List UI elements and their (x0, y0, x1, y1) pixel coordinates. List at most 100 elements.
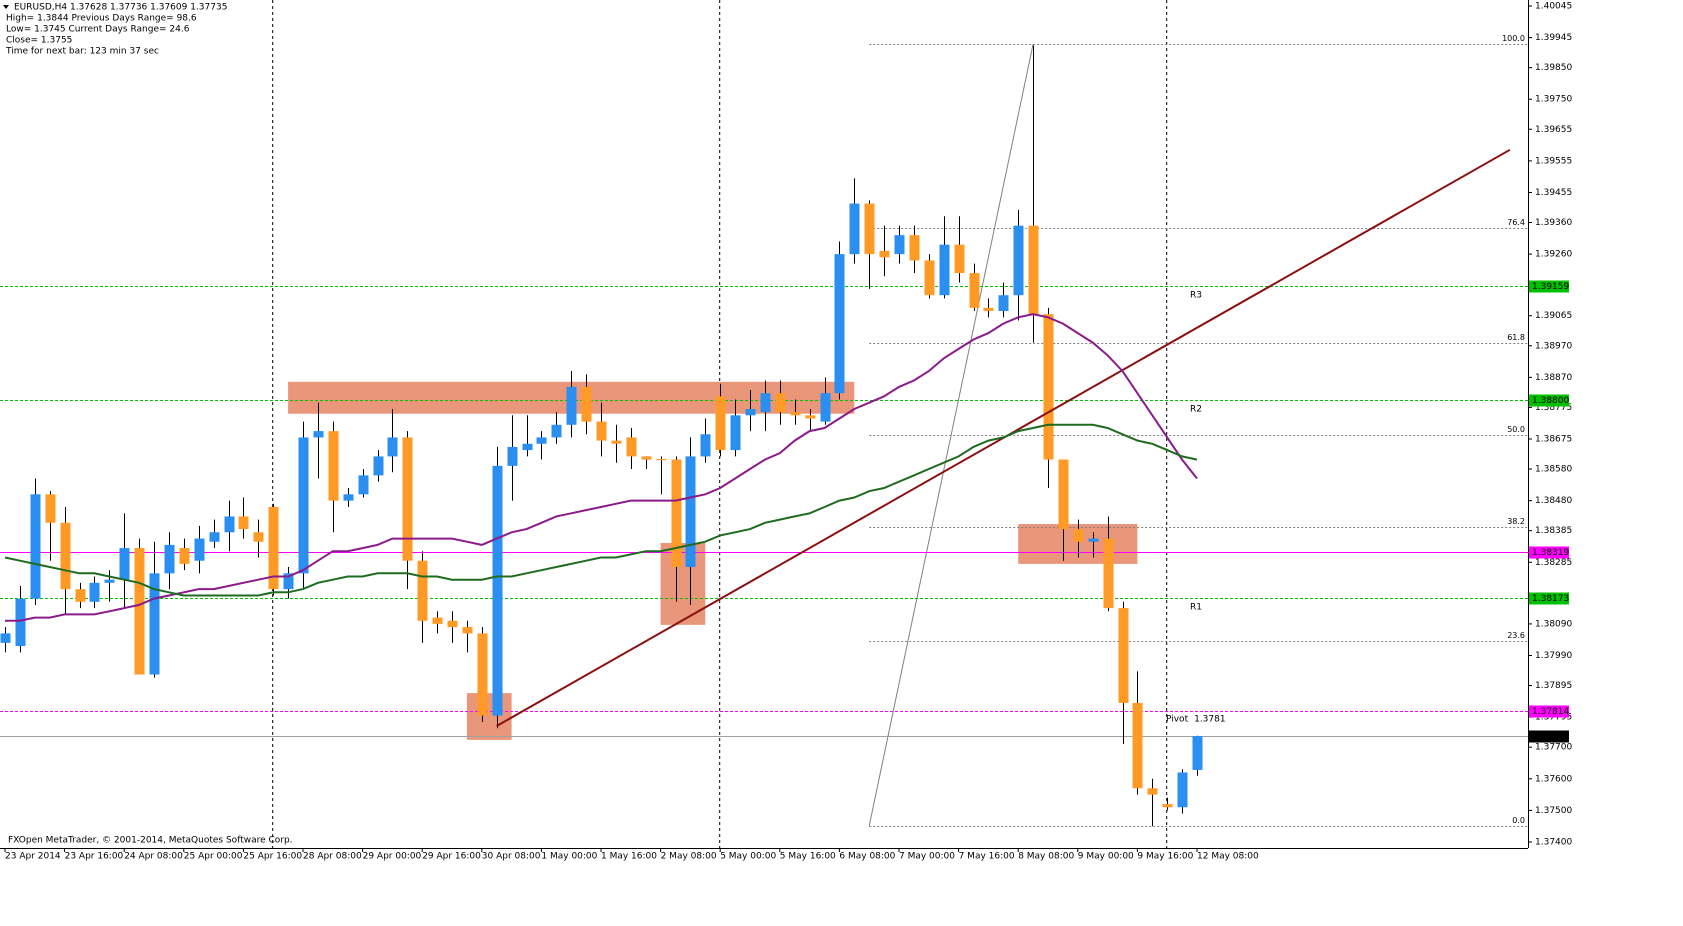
candle-body (373, 456, 384, 476)
candle-body (939, 244, 950, 296)
candle-body (834, 254, 845, 394)
y-tick-label: 1.38480 (1535, 496, 1572, 506)
candle-body (164, 544, 175, 574)
x-tick-label: 2 May 08:00 (661, 852, 717, 862)
candle-body (954, 244, 965, 274)
level-box (1529, 705, 1569, 718)
candle-body (1132, 702, 1143, 789)
candle-body (983, 307, 994, 312)
candle-body (477, 633, 488, 716)
moving-average (5, 313, 1198, 622)
info-line: High= 1.3844 Previous Days Range= 98.6 (6, 14, 197, 24)
y-tick-label: 1.37500 (1535, 806, 1572, 816)
candle-body (551, 424, 562, 438)
y-tick-label: 1.37400 (1535, 837, 1572, 847)
level-box-label: 1.37735 (1532, 732, 1569, 742)
candle-body (387, 437, 398, 457)
candle-body (75, 589, 86, 602)
candle-body (1058, 459, 1069, 530)
candle-body (730, 415, 741, 451)
x-tick-label: 29 Apr 16:00 (422, 852, 481, 862)
candle-body (45, 494, 56, 523)
x-tick-label: 7 May 00:00 (899, 852, 955, 862)
x-tick-label: 7 May 16:00 (959, 852, 1015, 862)
fibo-label: 76.4 (1507, 218, 1525, 227)
candle-body (685, 456, 696, 568)
candle-body (30, 494, 41, 599)
candle-body (849, 203, 860, 255)
candle-body (641, 456, 652, 460)
fibo-trend (868, 43, 1034, 826)
pivot-label: R3 (1190, 290, 1202, 300)
candle-body (179, 548, 190, 564)
candle-body (89, 582, 100, 602)
y-tick-label: 1.38090 (1535, 619, 1572, 629)
y-tick-label: 1.38775 (1535, 403, 1572, 413)
x-tick-label: 25 Apr 00:00 (184, 852, 243, 862)
y-tick-label: 1.39260 (1535, 250, 1572, 260)
x-tick-label: 5 May 00:00 (720, 852, 776, 862)
candle-body (283, 573, 294, 590)
pivot-name: R1 (1190, 602, 1202, 612)
fibo-label: 61.8 (1507, 333, 1525, 342)
candle-body (224, 516, 235, 533)
candle-body (313, 431, 324, 438)
candle-body (969, 273, 980, 308)
candle-body (60, 522, 71, 590)
y-tick-label: 1.39360 (1535, 218, 1572, 228)
candle-body (104, 579, 115, 583)
zone-rect (466, 693, 512, 740)
x-tick-label: 9 May 16:00 (1137, 852, 1193, 862)
level-box (1529, 280, 1569, 293)
candle-body (864, 203, 875, 255)
y-tick-label: 1.40045 (1535, 2, 1572, 12)
level-box-label: 1.37814 (1532, 707, 1569, 717)
fibo-label: 100.0 (1502, 34, 1525, 43)
candle-body (715, 396, 726, 451)
candle-body (134, 548, 145, 675)
fibo-label: 38.2 (1507, 517, 1525, 526)
candle-body (1043, 314, 1054, 460)
info-line: Time for next bar: 123 min 37 sec (5, 47, 159, 57)
fibo-label: 23.6 (1507, 631, 1525, 640)
info-line: EURUSD,H4 1.37628 1.37736 1.37609 1.3773… (14, 3, 227, 13)
y-tick-label: 1.39945 (1535, 33, 1572, 43)
level-box (1529, 394, 1569, 407)
x-tick-label: 30 Apr 08:00 (482, 852, 541, 862)
x-tick-label: 28 Apr 08:00 (303, 852, 362, 862)
y-tick-label: 1.37795 (1535, 713, 1572, 723)
level-box (1529, 592, 1569, 605)
candle-body (1028, 225, 1039, 315)
candle-body (209, 532, 220, 542)
y-tick-label: 1.37990 (1535, 651, 1572, 661)
candle-body (700, 434, 711, 457)
x-tick-label: 23 Apr 16:00 (65, 852, 124, 862)
pivot-name: Pivot (1166, 714, 1189, 724)
y-tick-label: 1.38870 (1535, 373, 1572, 383)
x-tick-label: 6 May 08:00 (839, 852, 895, 862)
candle-body (745, 408, 756, 416)
candle-body (820, 393, 831, 422)
candle-body (760, 393, 771, 413)
candle-body (149, 573, 160, 675)
candle-body (805, 415, 816, 419)
candle-body (522, 443, 533, 451)
level-box-label: 1.38319 (1532, 548, 1569, 558)
x-tick-label: 24 Apr 08:00 (124, 852, 183, 862)
pivot-value: 1.3781 (1194, 714, 1226, 724)
candle-body (536, 437, 547, 444)
pivot-name: R2 (1190, 404, 1202, 414)
x-tick-label: 5 May 16:00 (780, 852, 836, 862)
y-tick-label: 1.39850 (1535, 63, 1572, 73)
candle-body (432, 617, 443, 624)
footer: FXOpen MetaTrader, © 2001-2014, MetaQuot… (8, 836, 293, 846)
candle-body (894, 235, 905, 255)
pivot-label: R2 (1190, 404, 1202, 414)
overlays (4, 148, 1511, 727)
candle-body (119, 548, 130, 580)
candle-body (343, 494, 354, 501)
info-line: Close= 1.3755 (6, 36, 72, 46)
candle-body (790, 412, 801, 416)
candle-body (447, 620, 458, 628)
